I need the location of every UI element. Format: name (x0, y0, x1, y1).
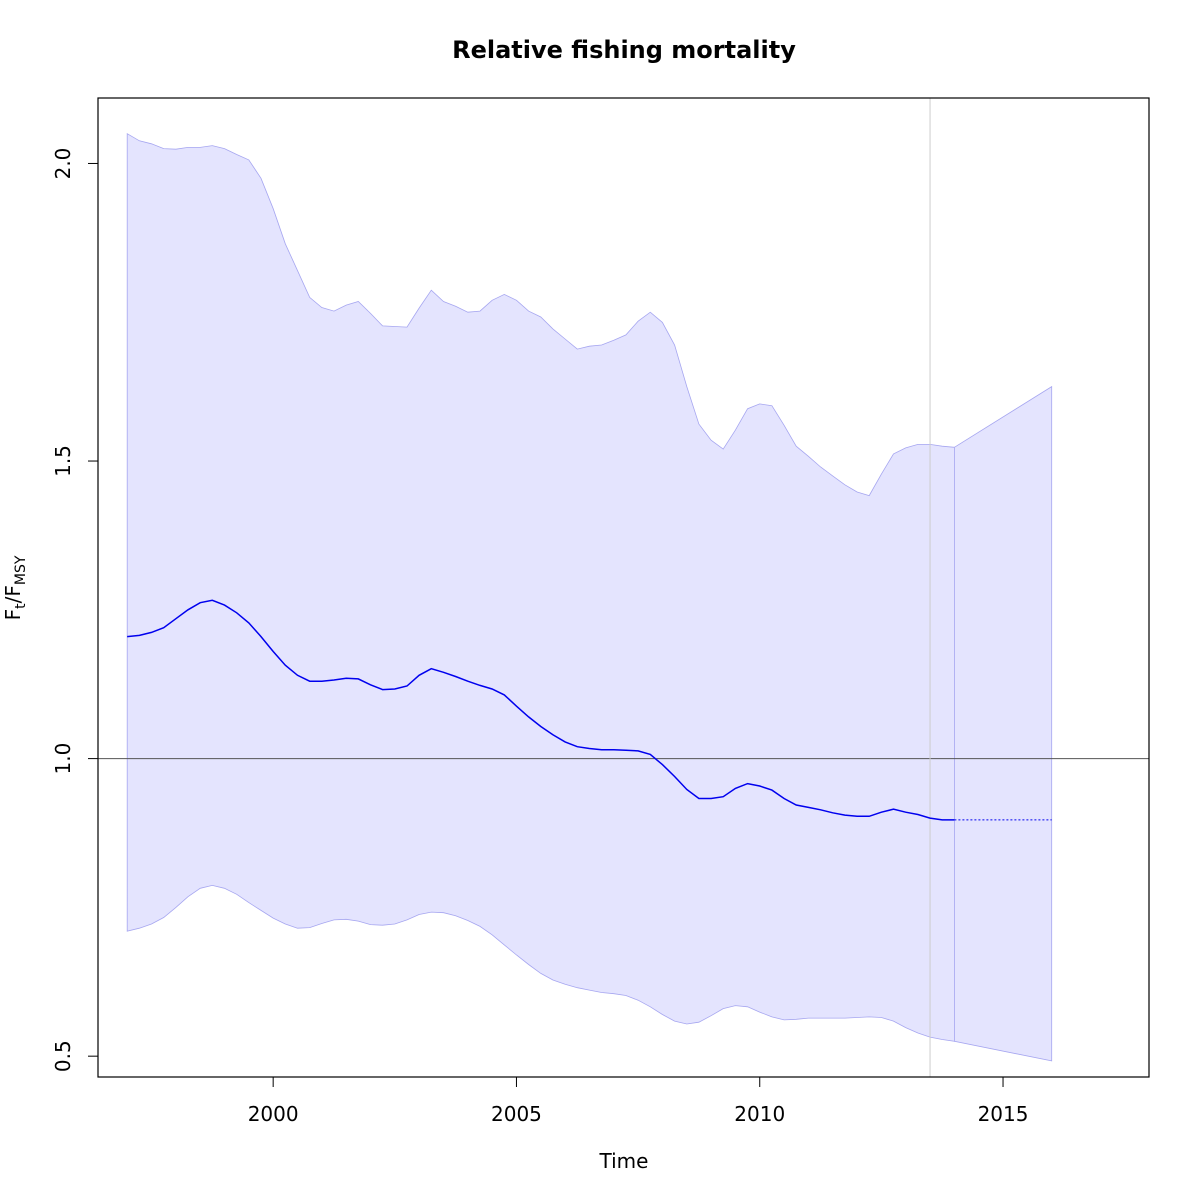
x-tick-label: 2000 (248, 1102, 299, 1126)
y-tick-label: 2.0 (51, 148, 75, 180)
y-label-f1: F (1, 609, 25, 621)
y-axis-label: Ft/FMSY (1, 555, 29, 620)
x-axis-label: Time (599, 1149, 649, 1173)
confidence-band-1 (126, 133, 955, 1042)
x-tick-label: 2015 (978, 1102, 1029, 1126)
y-tick-label: 0.5 (51, 1040, 75, 1072)
y-label-sub2: MSY (13, 555, 29, 585)
x-tick-label: 2010 (734, 1102, 785, 1126)
y-label-f2: F (1, 585, 25, 597)
median-line (127, 599, 955, 821)
y-axis: 0.5 1.0 1.5 2.0 (51, 148, 99, 1072)
median-lines (127, 599, 1052, 821)
confidence-bands (126, 133, 1053, 1062)
confidence-band-2 (954, 385, 1053, 1062)
y-label-slash: / (1, 596, 25, 603)
y-label-sub1: t (13, 603, 29, 609)
y-tick-label: 1.0 (51, 743, 75, 775)
chart-title: Relative fishing mortality (452, 36, 796, 64)
x-tick-label: 2005 (491, 1102, 542, 1126)
y-tick-label: 1.5 (51, 445, 75, 477)
plot-area (97, 97, 1150, 1078)
x-axis: 2000 2005 2010 2015 (248, 1076, 1029, 1126)
